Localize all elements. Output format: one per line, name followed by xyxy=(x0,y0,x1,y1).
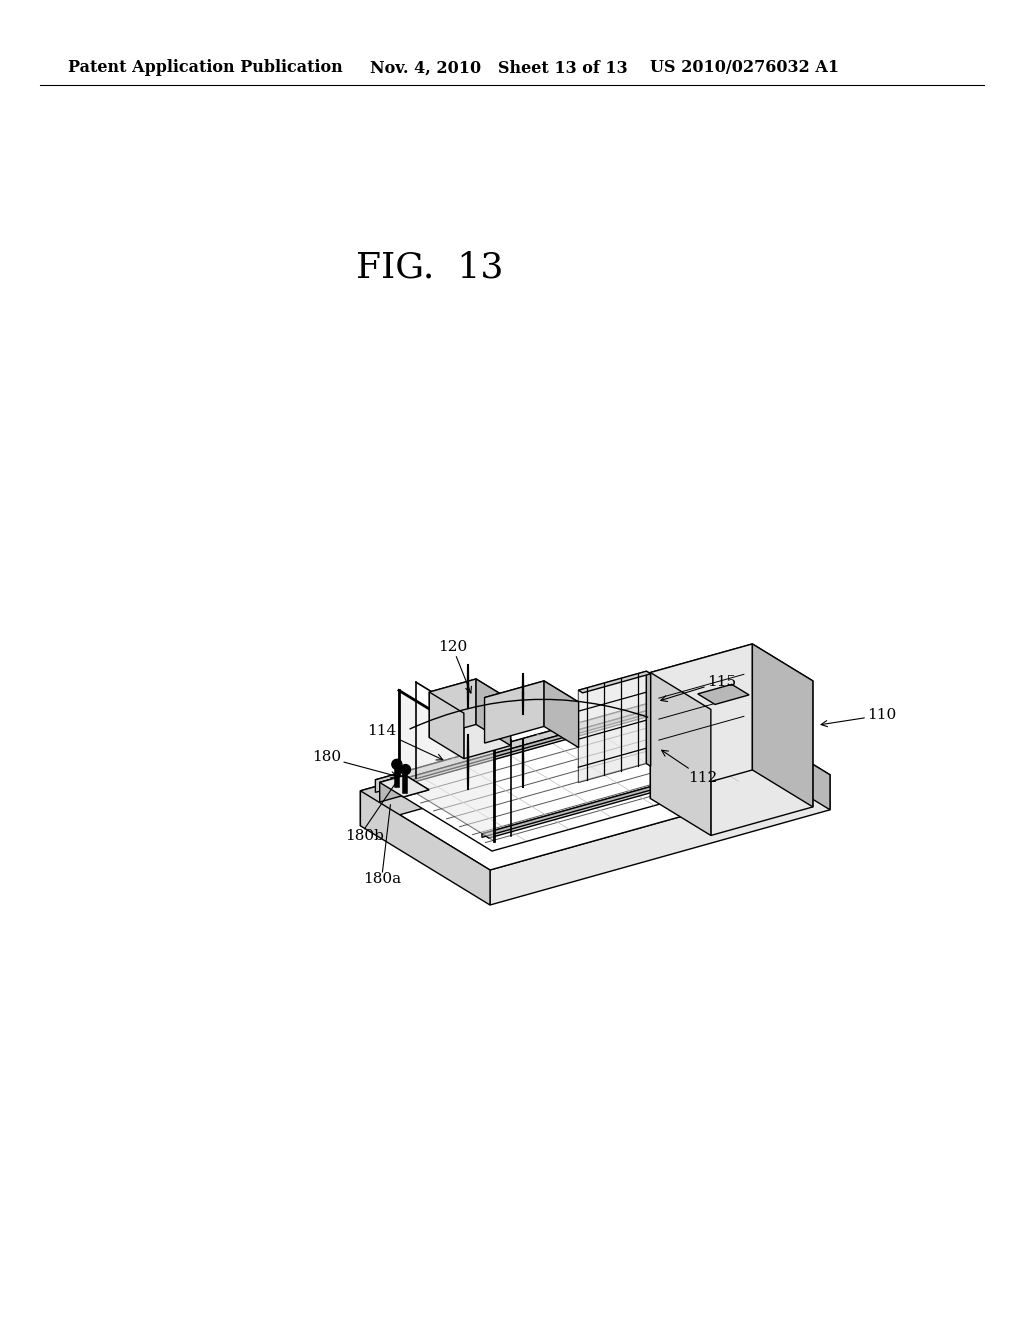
Polygon shape xyxy=(484,681,544,743)
Circle shape xyxy=(392,759,401,770)
Text: 180a: 180a xyxy=(364,873,401,886)
Polygon shape xyxy=(399,690,494,841)
Polygon shape xyxy=(490,775,830,906)
Polygon shape xyxy=(380,775,429,797)
Polygon shape xyxy=(650,672,711,836)
Polygon shape xyxy=(376,698,781,851)
Polygon shape xyxy=(376,698,665,792)
Polygon shape xyxy=(753,644,813,807)
Polygon shape xyxy=(697,684,749,705)
Polygon shape xyxy=(482,758,761,838)
Text: FIG.  13: FIG. 13 xyxy=(356,251,504,285)
Polygon shape xyxy=(360,791,490,906)
Text: 115: 115 xyxy=(660,675,736,701)
Polygon shape xyxy=(360,696,700,826)
Polygon shape xyxy=(700,696,830,809)
Text: 180b: 180b xyxy=(345,829,384,842)
Polygon shape xyxy=(650,644,813,709)
Text: Patent Application Publication: Patent Application Publication xyxy=(68,59,343,77)
Polygon shape xyxy=(650,644,753,799)
Text: 114: 114 xyxy=(368,725,442,760)
Text: 112: 112 xyxy=(662,750,718,785)
Polygon shape xyxy=(429,678,511,713)
Polygon shape xyxy=(395,705,668,784)
Polygon shape xyxy=(665,698,781,783)
Polygon shape xyxy=(380,775,406,803)
Polygon shape xyxy=(482,758,754,837)
Polygon shape xyxy=(360,696,830,870)
Text: 180: 180 xyxy=(312,751,397,777)
Polygon shape xyxy=(380,775,429,797)
Polygon shape xyxy=(544,681,579,747)
Polygon shape xyxy=(476,678,511,746)
Polygon shape xyxy=(395,705,675,785)
Circle shape xyxy=(400,764,411,775)
Polygon shape xyxy=(646,671,650,766)
Text: US 2010/0276032 A1: US 2010/0276032 A1 xyxy=(650,59,839,77)
Polygon shape xyxy=(579,671,646,783)
Polygon shape xyxy=(429,678,476,738)
Polygon shape xyxy=(484,681,579,718)
Text: Nov. 4, 2010   Sheet 13 of 13: Nov. 4, 2010 Sheet 13 of 13 xyxy=(370,59,628,77)
Polygon shape xyxy=(429,692,464,759)
Polygon shape xyxy=(711,681,813,836)
Text: 120: 120 xyxy=(437,640,471,693)
Polygon shape xyxy=(464,700,511,759)
Polygon shape xyxy=(579,671,650,693)
Text: 110: 110 xyxy=(821,709,896,727)
